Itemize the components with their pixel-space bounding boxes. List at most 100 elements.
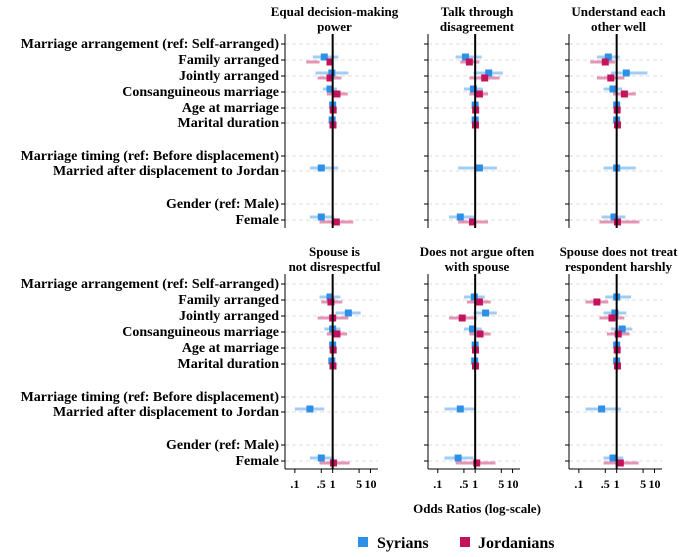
legend-swatch: [460, 537, 470, 547]
point-jordanians: [473, 459, 481, 467]
point-syrians: [604, 53, 612, 61]
x-tick-label: 5: [498, 477, 504, 491]
point-jordanians: [327, 298, 335, 306]
row-header-label: Marriage timing (ref: Before displacemen…: [21, 149, 280, 164]
legend-swatch: [358, 537, 368, 547]
x-tick-label: 5: [356, 477, 362, 491]
x-tick-label: 1: [614, 477, 620, 491]
point-jordanians: [593, 298, 601, 306]
point-syrians: [622, 69, 630, 77]
x-tick-label: .1: [433, 477, 442, 491]
point-jordanians: [608, 314, 616, 322]
legend-label: Syrians: [377, 535, 429, 552]
point-jordanians: [476, 330, 484, 338]
panel-title: respondent harshly: [565, 259, 673, 274]
point-syrians: [469, 325, 477, 333]
point-syrians: [469, 85, 477, 93]
point-jordanians: [326, 58, 334, 66]
point-jordanians: [475, 90, 483, 98]
row-label: Female: [235, 213, 279, 228]
point-syrians: [461, 53, 469, 61]
x-tick-label: .1: [290, 477, 299, 491]
row-label: Consanguineous marriage: [122, 85, 279, 100]
row-label: Jointly arranged: [179, 69, 279, 84]
point-jordanians: [620, 90, 628, 98]
panel-title: Spouse is: [309, 244, 360, 259]
point-syrians: [609, 85, 617, 93]
point-syrians: [456, 405, 464, 413]
point-syrians: [456, 213, 464, 221]
point-syrians: [317, 164, 325, 172]
point-jordanians: [616, 459, 624, 467]
point-jordanians: [481, 74, 489, 82]
row-label: Female: [235, 454, 279, 469]
x-tick-label: 10: [507, 477, 519, 491]
panel-title: other well: [591, 19, 646, 34]
point-syrians: [618, 325, 626, 333]
point-jordanians: [475, 298, 483, 306]
point-jordanians: [458, 314, 466, 322]
row-header-label: Gender (ref: Male): [166, 197, 279, 212]
point-jordanians: [465, 58, 473, 66]
x-tick-label: .5: [601, 477, 610, 491]
x-tick-label: 10: [648, 477, 660, 491]
point-jordanians: [469, 218, 477, 226]
panel-title: Talk through: [441, 4, 514, 19]
panel-title: Spouse does not treat: [560, 244, 679, 259]
panel-title: Equal decision-making: [271, 4, 399, 19]
panel-title: not disrespectful: [289, 259, 381, 274]
point-syrians: [326, 293, 334, 301]
x-tick-label: .1: [574, 477, 583, 491]
row-header-label: Gender (ref: Male): [166, 438, 279, 453]
x-tick-label: 10: [364, 477, 376, 491]
point-syrians: [475, 164, 483, 172]
point-jordanians: [607, 74, 615, 82]
point-jordanians: [601, 58, 609, 66]
point-syrians: [609, 454, 617, 462]
row-header-label: Marriage arrangement (ref: Self-arranged…: [21, 277, 280, 292]
x-axis-label: Odds Ratios (log-scale): [413, 501, 541, 516]
row-label: Consanguineous marriage: [122, 325, 279, 340]
legend-label: Jordanians: [478, 535, 554, 552]
panel-title: Does not argue often: [420, 244, 535, 259]
row-label: Family arranged: [178, 293, 279, 308]
x-tick-label: 1: [330, 477, 336, 491]
x-tick-label: 5: [640, 477, 646, 491]
panel-title: power: [317, 19, 352, 34]
point-syrians: [317, 454, 325, 462]
point-jordanians: [333, 330, 341, 338]
row-label: Married after displacement to Jordan: [53, 164, 279, 179]
row-label: Marital duration: [178, 357, 280, 372]
legend: Syrians Jordanians: [358, 535, 554, 552]
point-syrians: [344, 309, 352, 317]
row-label: Married after displacement to Jordan: [53, 405, 279, 420]
panel-title: with spouse: [445, 259, 510, 274]
x-tick-label: 1: [472, 477, 478, 491]
x-tick-label: .5: [317, 477, 326, 491]
row-label: Age at marriage: [182, 341, 279, 356]
point-syrians: [454, 454, 462, 462]
row-label: Marital duration: [178, 116, 280, 131]
point-syrians: [610, 213, 618, 221]
row-label: Age at marriage: [182, 101, 279, 116]
point-jordanians: [326, 74, 334, 82]
panel-title: disagreement: [440, 19, 515, 34]
row-header-label: Marriage timing (ref: Before displacemen…: [21, 390, 280, 405]
point-jordanians: [333, 90, 341, 98]
row-label: Jointly arranged: [179, 309, 279, 324]
panel-title: Understand each: [571, 4, 666, 19]
x-tick-label: .5: [459, 477, 468, 491]
point-syrians: [482, 309, 490, 317]
point-syrians: [317, 213, 325, 221]
row-label: Family arranged: [178, 53, 279, 68]
point-jordanians: [614, 330, 622, 338]
point-jordanians: [332, 218, 340, 226]
point-syrians: [485, 69, 493, 77]
